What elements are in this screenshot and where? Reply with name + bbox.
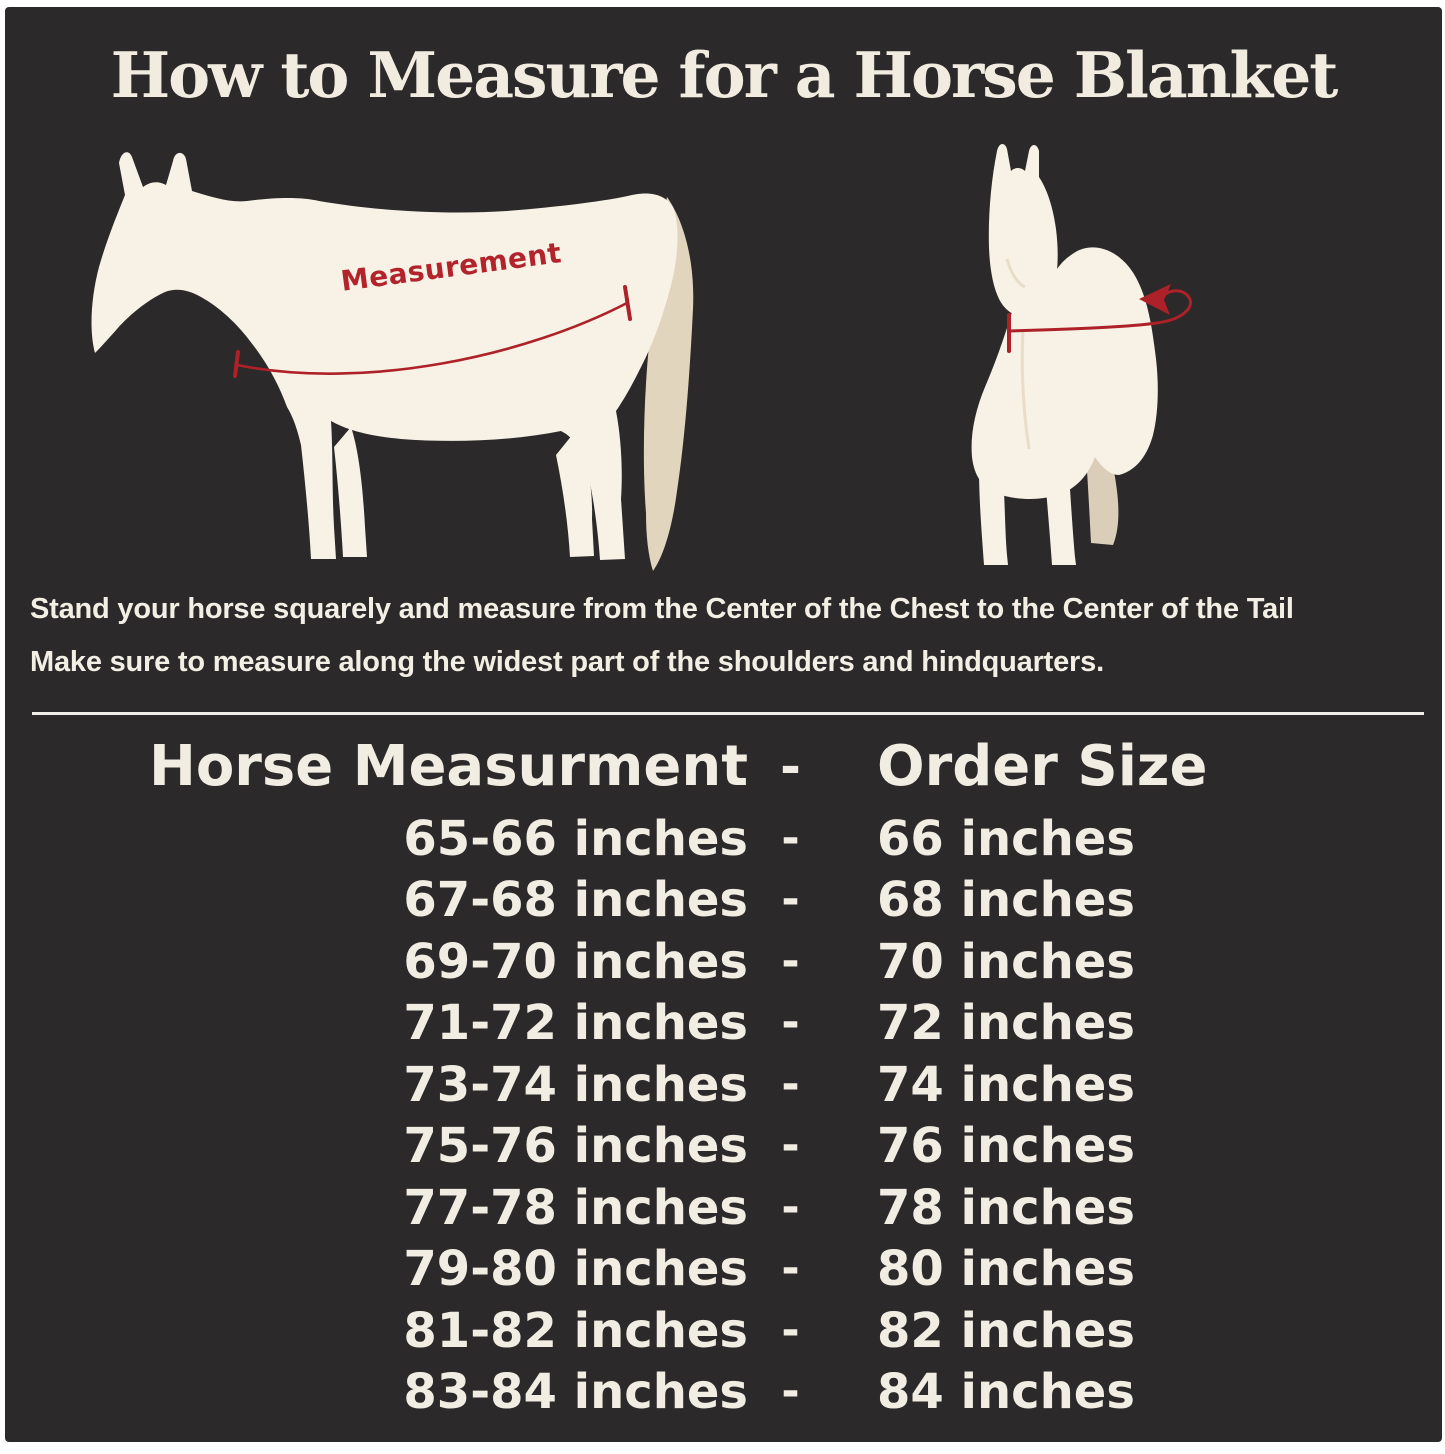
horse-measurement-value: 65-66 inches: [403, 810, 748, 867]
horse-measurement-value: 81-82 inches: [403, 1302, 748, 1359]
order-size-value: 74 inches: [877, 1056, 1135, 1113]
horse-head: [988, 143, 1058, 317]
header-horse-measurement: Horse Measurment: [148, 734, 748, 799]
size-chart-row: 73-74 inches - 74 inches: [5, 1054, 1442, 1116]
separator-dash: -: [781, 1181, 800, 1233]
size-chart-row: 83-84 inches - 84 inches: [5, 1362, 1442, 1424]
horse-face-line: [1005, 258, 1026, 289]
horse-measurement-value: 71-72 inches: [403, 995, 748, 1052]
instructions-line-2: Make sure to measure along the widest pa…: [30, 646, 1104, 678]
measurement-tick-tail: [623, 285, 632, 321]
horse-measurement-value: 73-74 inches: [403, 1056, 748, 1113]
horse-measurement-value: 69-70 inches: [403, 933, 748, 990]
order-size-value: 76 inches: [877, 1118, 1135, 1175]
horse-measurement-value: 75-76 inches: [403, 1118, 748, 1175]
separator-dash: -: [781, 935, 800, 987]
separator-dash: -: [781, 1366, 800, 1418]
size-chart-row: 67-68 inches - 68 inches: [5, 870, 1442, 932]
order-size-value: 80 inches: [877, 1241, 1135, 1298]
order-size-value: 82 inches: [877, 1302, 1135, 1359]
separator-dash: -: [781, 812, 800, 864]
header-separator-dash: -: [780, 738, 801, 796]
order-size-value: 70 inches: [877, 933, 1135, 990]
measurement-girth-line: [1007, 289, 1192, 333]
horse-measurement-value: 83-84 inches: [403, 1364, 748, 1421]
horse-front-leg-right: [1045, 473, 1076, 565]
horse-body: [91, 152, 678, 560]
order-size-value: 68 inches: [877, 872, 1135, 929]
horse-blanket-measurement-panel: How to Measure for a Horse Blanket Measu…: [5, 7, 1442, 1442]
header-order-size: Order Size: [877, 734, 1208, 799]
order-size-value: 66 inches: [877, 810, 1135, 867]
size-chart-row: 81-82 inches - 82 inches: [5, 1300, 1442, 1362]
horse-measurement-value: 77-78 inches: [403, 1179, 748, 1236]
size-chart-row: 75-76 inches - 76 inches: [5, 1116, 1442, 1178]
measurement-line: [235, 301, 629, 375]
order-size-value: 72 inches: [877, 995, 1135, 1052]
side-view-horse-illustration: [91, 152, 694, 571]
horse-measurement-value: 67-68 inches: [403, 872, 748, 929]
separator-dash: -: [781, 1304, 800, 1356]
order-size-value: 84 inches: [877, 1364, 1135, 1421]
size-chart-row: 65-66 inches - 66 inches: [5, 808, 1442, 870]
horse-hind-leg: [556, 429, 594, 557]
size-chart-header: Horse Measurment - Order Size: [5, 726, 1442, 808]
size-chart-row: 69-70 inches - 70 inches: [5, 931, 1442, 993]
size-chart-body: 65-66 inches - 66 inches 67-68 inches - …: [5, 808, 1442, 1423]
separator-dash: -: [781, 1058, 800, 1110]
separator-dash: -: [781, 874, 800, 926]
size-chart: Horse Measurment - Order Size 65-66 inch…: [5, 726, 1442, 1423]
horse-measurement-value: 79-80 inches: [403, 1241, 748, 1298]
separator-dash: -: [781, 1243, 800, 1295]
measuring-instructions: Stand your horse squarely and measure fr…: [30, 583, 1294, 689]
horse-chest-crease: [1020, 328, 1031, 450]
instructions-line-1: Stand your horse squarely and measure fr…: [30, 593, 1294, 625]
size-chart-row: 77-78 inches - 78 inches: [5, 1177, 1442, 1239]
measurement-arrowhead: [1139, 284, 1171, 315]
order-size-value: 78 inches: [877, 1179, 1135, 1236]
separator-dash: -: [781, 1120, 800, 1172]
separator-dash: -: [781, 997, 800, 1049]
divider-line: [32, 712, 1424, 715]
front-view-horse-illustration: [971, 143, 1192, 565]
horse-front-leg: [334, 427, 367, 557]
page-title: How to Measure for a Horse Blanket: [110, 38, 1339, 112]
size-chart-row: 71-72 inches - 72 inches: [5, 993, 1442, 1055]
size-chart-row: 79-80 inches - 80 inches: [5, 1239, 1442, 1301]
horse-front-leg-left: [979, 469, 1008, 565]
